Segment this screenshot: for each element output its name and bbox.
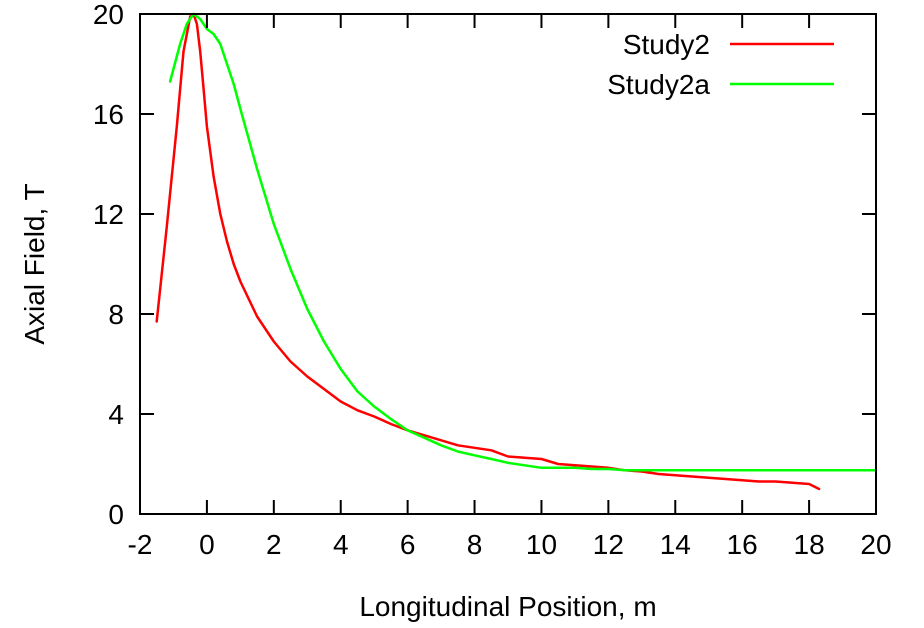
- y-axis-title: Axial Field, T: [19, 183, 50, 344]
- x-tick-label: 20: [860, 529, 891, 560]
- marks-layer: [155, 12, 878, 491]
- x-tick-label: -2: [128, 529, 153, 560]
- x-tick-label: 4: [333, 529, 349, 560]
- y-tick-label: 12: [93, 199, 124, 230]
- y-tick-label: 4: [108, 399, 124, 430]
- y-tick-label: 8: [108, 299, 124, 330]
- x-tick-label: 18: [794, 529, 825, 560]
- x-tick-label: 10: [526, 529, 557, 560]
- series-line-study2a: [168, 12, 878, 472]
- x-axis-title: Longitudinal Position, m: [359, 591, 656, 622]
- x-tick-label: 16: [727, 529, 758, 560]
- plot-frame: [139, 13, 877, 515]
- legend: Study2 Study2a: [607, 29, 834, 100]
- y-tick-label: 16: [93, 99, 124, 130]
- y-tick-label: 20: [93, 0, 124, 30]
- x-tick-label: 8: [467, 529, 483, 560]
- legend-label-study2a: Study2a: [607, 69, 710, 100]
- legend-label-study2: Study2: [623, 29, 710, 60]
- y-tick-label: 0: [108, 499, 124, 530]
- x-tick-label: 14: [660, 529, 691, 560]
- x-tick-label: 0: [199, 529, 215, 560]
- x-tick-label: 2: [266, 529, 282, 560]
- x-tick-label: 12: [593, 529, 624, 560]
- x-tick-label: 6: [400, 529, 416, 560]
- series-line-study2: [155, 12, 821, 491]
